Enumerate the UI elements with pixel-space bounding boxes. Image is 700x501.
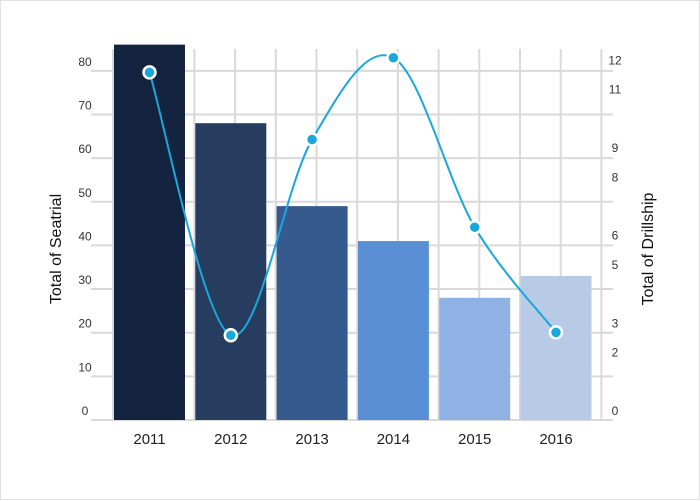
right-tick-label: 0 — [612, 404, 619, 418]
y-axis-title: Total of Seatrial — [48, 194, 65, 304]
right-tick-label: 11 — [609, 83, 622, 97]
bar-series — [114, 44, 592, 421]
left-tick-label: 80 — [78, 55, 92, 69]
left-tick-label: 10 — [78, 360, 92, 374]
right-tick-label: 8 — [612, 170, 619, 184]
line-point-2016 — [548, 325, 564, 340]
right-tick-label: 5 — [612, 258, 619, 272]
category-label: 2015 — [458, 431, 491, 448]
left-tick-label: 60 — [78, 142, 92, 156]
bar-2011 — [114, 44, 185, 421]
right-tick-label: 9 — [612, 141, 619, 155]
left-tick-label: 30 — [78, 273, 92, 287]
x-axis-category-labels: 2011 2012 2013 2014 2015 2016 — [133, 431, 572, 448]
right-tick-label: 6 — [612, 229, 619, 243]
line-point-2011 — [142, 65, 157, 80]
right-tick-label: 12 — [608, 53, 622, 67]
line-series — [142, 50, 564, 343]
left-tick-label: 70 — [78, 98, 92, 112]
category-label: 2013 — [295, 431, 328, 448]
bar-2014 — [357, 241, 429, 420]
bar-2016 — [520, 275, 592, 420]
category-label: 2016 — [539, 431, 572, 448]
category-label: 2011 — [133, 431, 165, 448]
left-tick-label: 50 — [78, 186, 92, 200]
bar-2015 — [439, 297, 511, 420]
left-tick-label: 20 — [78, 317, 92, 331]
left-axis-ticks: 0 10 20 30 40 50 60 70 80 — [78, 55, 92, 418]
left-tick-label: 40 — [78, 229, 92, 243]
line-point-2015 — [467, 219, 482, 235]
right-axis-ticks: 0 2 3 5 6 8 9 11 12 — [608, 53, 622, 418]
line-point-2014 — [386, 50, 401, 66]
bar-2013 — [276, 206, 348, 420]
category-label: 2012 — [214, 431, 247, 448]
right-tick-label: 3 — [612, 316, 619, 330]
y2-axis-title: Total of Drillship — [640, 192, 657, 305]
category-label: 2014 — [377, 431, 410, 448]
line-point-2013 — [304, 132, 320, 147]
line-point-2012 — [223, 328, 239, 343]
bar-2012 — [195, 123, 267, 420]
left-tick-label: 0 — [82, 404, 89, 418]
right-tick-label: 2 — [612, 346, 619, 360]
